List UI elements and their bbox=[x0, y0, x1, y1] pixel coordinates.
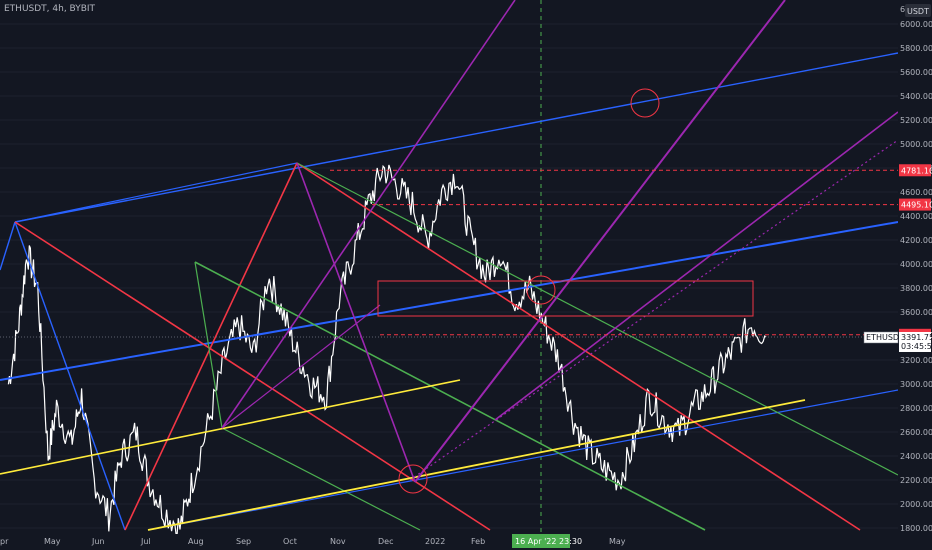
price-tick-label: 4000.00 bbox=[900, 260, 932, 269]
countdown-label: 03:45:54 bbox=[901, 342, 932, 351]
price-tick-label: 5200.00 bbox=[900, 116, 932, 125]
time-tick-label: Nov bbox=[330, 537, 346, 546]
time-tick-label: pr bbox=[0, 537, 9, 546]
time-tick-label: Jul bbox=[140, 537, 151, 546]
price-tick-label: 3000.00 bbox=[900, 380, 932, 389]
blue-trendline-mid bbox=[0, 221, 899, 381]
trend-drawings bbox=[0, 0, 899, 531]
purple-trendline-2 bbox=[414, 0, 786, 483]
red-trendline-2 bbox=[296, 162, 861, 531]
purple-trendline-5 bbox=[221, 304, 381, 429]
purple-trendline-1 bbox=[221, 0, 516, 429]
red-trendline-3 bbox=[124, 162, 298, 531]
time-tick-label: Dec bbox=[378, 537, 393, 546]
price-tick-label: 3200.00 bbox=[900, 356, 932, 365]
time-axis[interactable]: prMayJunJulAugSepOctNovDec2022FebMarMay1… bbox=[0, 534, 932, 550]
purple-trendline-3 bbox=[494, 111, 899, 421]
price-series bbox=[7, 164, 767, 540]
price-axis-digit: 6 bbox=[900, 5, 905, 14]
level-tag-label: 4781.10 bbox=[901, 166, 932, 175]
chart-title: ETHUSDT, 4h, BYBIT bbox=[4, 4, 96, 14]
green-trendline-3 bbox=[221, 427, 421, 531]
blue-trendline-upper bbox=[14, 52, 899, 223]
level-tag-label: 4495.10 bbox=[901, 201, 932, 210]
currency-badge[interactable] bbox=[905, 4, 931, 17]
currency-label: USDT bbox=[907, 7, 929, 16]
green-trendline-1 bbox=[194, 261, 706, 531]
purple-dotted-trendline bbox=[409, 139, 899, 481]
price-tick-label: 2200.00 bbox=[900, 476, 932, 485]
price-tick-label: 5600.00 bbox=[900, 68, 932, 77]
price-tick-label: 2800.00 bbox=[900, 404, 932, 413]
last-price-tag[interactable] bbox=[899, 331, 931, 352]
time-tick-label: Oct bbox=[283, 537, 297, 546]
price-tick-label: 4200.00 bbox=[900, 236, 932, 245]
grid-lines bbox=[0, 0, 898, 534]
crosshair-date-tag[interactable] bbox=[512, 534, 570, 548]
price-axis-background bbox=[898, 0, 932, 550]
symbol-tag[interactable] bbox=[863, 331, 899, 344]
resistance-zone bbox=[377, 280, 754, 317]
price-tick-label: 4400.00 bbox=[900, 212, 932, 221]
price-tick-label: 3800.00 bbox=[900, 284, 932, 293]
crosshair-date-label: 16 Apr '22 23:30 bbox=[515, 537, 582, 546]
time-tick-label: Feb bbox=[471, 537, 485, 546]
green-trendline-2 bbox=[296, 162, 899, 476]
price-tick-label: 6000.00 bbox=[900, 20, 932, 29]
highlight-circle bbox=[526, 275, 556, 305]
time-tick-label: Aug bbox=[188, 537, 204, 546]
symbol-tag-label: ETHUSDT bbox=[866, 333, 904, 342]
price-tick-label: 5400.00 bbox=[900, 92, 932, 101]
price-tick-label: 1800.00 bbox=[900, 524, 932, 533]
time-axis-background bbox=[0, 534, 932, 550]
price-tick-label: 5000.00 bbox=[900, 140, 932, 149]
price-tick-label: 5800.00 bbox=[900, 44, 932, 53]
level-tag[interactable] bbox=[899, 164, 931, 177]
blue-trendline-lower bbox=[147, 389, 899, 531]
time-tick-label: Jun bbox=[91, 537, 105, 546]
level-tag[interactable] bbox=[899, 198, 931, 211]
highlight-circle bbox=[630, 88, 660, 118]
time-tick-label: 2022 bbox=[425, 537, 445, 546]
price-tick-label: 2000.00 bbox=[900, 500, 932, 509]
blue-peak-leg-2 bbox=[14, 221, 126, 531]
blue-peak-leg-1 bbox=[0, 221, 16, 271]
time-tick-label: Sep bbox=[236, 537, 251, 546]
time-tick-label: May bbox=[44, 537, 61, 546]
price-line bbox=[7, 164, 767, 540]
green-trendline-4 bbox=[194, 261, 223, 429]
yellow-trendline-2 bbox=[147, 399, 806, 531]
price-axis[interactable]: 6 USDT 6000.00 5800.00 5600.00 5400.00 5200.00… bbox=[863, 0, 932, 550]
time-tick-label: May bbox=[609, 537, 626, 546]
price-tick-label: 2600.00 bbox=[900, 428, 932, 437]
price-tick-label: 4600.00 bbox=[900, 188, 932, 197]
last-price-label: 3391.75 bbox=[901, 333, 932, 342]
purple-trendline-4 bbox=[296, 162, 416, 483]
blue-peak-leg-3 bbox=[14, 162, 298, 223]
price-tick-label: 3600.00 bbox=[900, 308, 932, 317]
highlight-circle bbox=[398, 464, 428, 494]
price-tick-label: 2400.00 bbox=[900, 452, 932, 461]
